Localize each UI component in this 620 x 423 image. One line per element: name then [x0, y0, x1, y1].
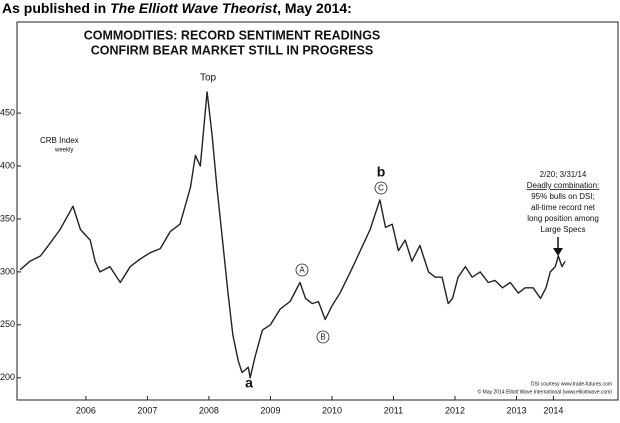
wave-circle	[295, 263, 309, 277]
x-tick-label: 2010	[322, 405, 342, 415]
series-sublabel: weekly	[54, 148, 73, 154]
x-tick-label: 2007	[137, 405, 157, 415]
y-tick-label: 450	[0, 107, 15, 117]
annotation: C	[378, 184, 384, 193]
annotation: all-time record net	[531, 203, 596, 212]
annotation: Large Specs	[541, 225, 586, 234]
y-tick-label: 350	[0, 213, 15, 223]
x-tick-label: 2006	[76, 405, 96, 415]
chart-title: CONFIRM BEAR MARKET STILL IN PROGRESS	[91, 43, 373, 57]
header-text: As published in	[2, 0, 111, 16]
annotation: A	[299, 266, 305, 275]
wave-circle	[316, 330, 330, 344]
credit: DSI courtesy www.trade-futures.com	[531, 381, 612, 387]
annotation: B	[320, 333, 325, 342]
annotation: 95% bulls on DSI;	[531, 192, 595, 201]
annotation: Top	[200, 73, 217, 84]
plot-frame	[16, 21, 619, 401]
y-tick-label: 200	[0, 372, 15, 382]
arrow-head	[553, 248, 563, 256]
x-tick-label: 2008	[199, 405, 219, 415]
annotation: Deadly combination:	[527, 181, 599, 190]
chart-title: COMMODITIES: RECORD SENTIMENT READINGS	[84, 28, 381, 42]
wave-circle	[374, 181, 388, 195]
x-tick-label: 2013	[506, 405, 526, 415]
x-tick-label: 2009	[260, 405, 280, 415]
price-line	[19, 91, 566, 379]
annotation: b	[377, 164, 386, 180]
x-tick-label: 2011	[384, 405, 403, 415]
publication: The Elliott Wave Theorist	[110, 0, 278, 16]
series-label: CRB Index	[40, 136, 79, 145]
x-tick-label: 2014	[543, 405, 563, 415]
y-tick-label: 250	[0, 319, 15, 329]
annotation: 2/20; 3/31/14	[540, 170, 587, 179]
annotation: long position among	[527, 214, 599, 223]
credit: © May 2014 Elliott Wave International (w…	[478, 388, 613, 395]
annotation: a	[245, 375, 253, 391]
y-tick-label: 300	[0, 266, 15, 276]
x-tick-label: 2012	[445, 405, 465, 415]
header: As published in The Elliott Wave Theoris…	[2, 0, 352, 16]
header-text: , May 2014:	[277, 0, 352, 16]
y-tick-label: 400	[0, 160, 15, 170]
